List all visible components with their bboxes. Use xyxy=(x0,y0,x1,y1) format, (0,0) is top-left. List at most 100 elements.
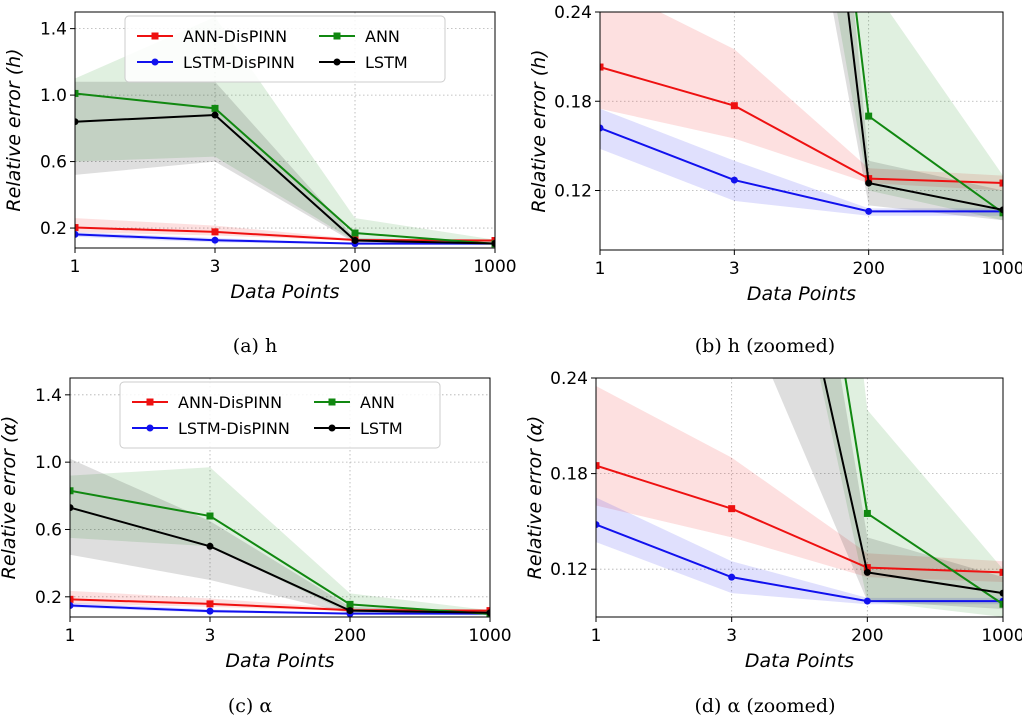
line-lstm xyxy=(70,506,490,614)
legend-label: ANN xyxy=(360,393,395,412)
band-ann xyxy=(819,378,1003,617)
line-ann-dispinn xyxy=(70,598,490,612)
point-ann-200 xyxy=(865,112,873,120)
point-ann-dispinn-200 xyxy=(863,564,871,572)
legend-label: LSTM-DisPINN xyxy=(183,53,295,72)
line-lstm-dispinn xyxy=(600,127,1003,213)
line-lstm-dispinn xyxy=(596,523,1003,603)
point-ann-1000 xyxy=(999,600,1003,608)
band-lstm-dispinn xyxy=(596,497,1003,605)
point-lstm-dispinn-1 xyxy=(75,230,79,238)
point-ann-200 xyxy=(863,509,871,517)
point-ann-dispinn-3 xyxy=(730,102,738,110)
y-tick-label: 0.18 xyxy=(554,92,592,112)
x-tick-label: 200 xyxy=(851,626,883,646)
subfigure-caption: (b) h (zoomed) xyxy=(695,335,835,357)
point-ann-dispinn-1 xyxy=(75,224,79,232)
legend-item-lstm-dispinn: LSTM-DisPINN xyxy=(137,53,295,72)
legend-item-ann-dispinn: ANN-DisPINN xyxy=(137,27,287,46)
point-lstm-3 xyxy=(211,111,219,119)
point-ann-1 xyxy=(75,89,79,97)
x-axis-label: Data Points xyxy=(230,281,339,303)
band-ann-dispinn xyxy=(600,12,1003,191)
legend-marker xyxy=(333,58,341,66)
line-ann-dispinn xyxy=(600,66,1003,185)
y-tick-label: 1.0 xyxy=(35,453,62,473)
line-ann-dispinn xyxy=(596,464,1003,574)
legend-marker xyxy=(146,424,154,432)
point-ann-dispinn-3 xyxy=(206,600,214,608)
legend-marker xyxy=(328,398,336,406)
subfigure-caption: (d) α (zoomed) xyxy=(694,695,835,717)
point-lstm-dispinn-1 xyxy=(596,521,600,529)
band-ann xyxy=(70,467,490,616)
point-ann-3 xyxy=(206,512,214,520)
x-tick-label: 1000 xyxy=(981,626,1022,646)
legend-marker xyxy=(151,32,159,40)
axes-frame xyxy=(595,377,1004,618)
band-lstm xyxy=(75,81,495,245)
x-axis-label: Data Points xyxy=(225,650,334,672)
legend-label: ANN xyxy=(365,27,400,46)
point-ann-3 xyxy=(211,104,219,112)
x-axis-label: Data Points xyxy=(745,650,854,672)
x-axis-label: Data Points xyxy=(747,283,856,305)
line-ann-dispinn xyxy=(75,226,495,242)
subfigure-caption: (a) h xyxy=(233,335,277,357)
band-lstm-dispinn xyxy=(600,108,1003,216)
x-tick-label: 1000 xyxy=(468,626,511,646)
point-lstm-200 xyxy=(346,607,354,615)
line-ann xyxy=(75,92,495,245)
band-ann-dispinn xyxy=(596,385,1003,582)
y-tick-label: 0.6 xyxy=(35,520,62,540)
legend-label: LSTM xyxy=(360,419,403,438)
point-ann-dispinn-1 xyxy=(70,595,74,603)
x-tick-label: 1000 xyxy=(981,259,1022,279)
legend: ANN-DisPINN LSTM-DisPINN ANN LSTM xyxy=(119,381,441,449)
point-lstm-dispinn-200 xyxy=(863,597,871,605)
legend-marker xyxy=(328,424,336,432)
legend-item-lstm: LSTM xyxy=(319,53,408,72)
x-tick-label: 1000 xyxy=(473,257,516,277)
legend-item-ann: ANN xyxy=(319,27,400,46)
point-ann-200 xyxy=(351,229,359,237)
y-axis-label: Relative error (h) xyxy=(528,49,550,212)
line-lstm xyxy=(822,378,1003,595)
band-lstm xyxy=(70,458,490,615)
legend-item-lstm: LSTM xyxy=(314,419,403,438)
y-axis-label: Relative error (α) xyxy=(0,416,20,580)
point-lstm-1 xyxy=(70,504,74,512)
line-lstm xyxy=(75,114,495,245)
legend-label: ANN-DisPINN xyxy=(183,27,287,46)
y-tick-label: 0.2 xyxy=(35,588,62,608)
y-tick-label: 0.12 xyxy=(554,182,592,202)
chart-a: 1 3 200 1000 0.2 0.6 1.0 1.4 Data Points Relative… xyxy=(3,11,517,357)
point-lstm-200 xyxy=(865,179,873,187)
axes-frame xyxy=(69,377,491,618)
y-tick-label: 0.18 xyxy=(550,465,588,485)
legend-item-lstm-dispinn: LSTM-DisPINN xyxy=(132,419,290,438)
legend-item-ann-dispinn: ANN-DisPINN xyxy=(132,393,282,412)
line-ann xyxy=(70,489,490,615)
point-ann-dispinn-1000 xyxy=(999,568,1003,576)
chart-d: 1 3 200 1000 0.12 0.18 0.24 Data Points Relative… xyxy=(524,369,1022,717)
legend-label: LSTM xyxy=(365,53,408,72)
plot-area xyxy=(70,458,490,617)
x-tick-label: 200 xyxy=(852,259,884,279)
point-lstm-1000 xyxy=(486,609,490,617)
y-tick-label: 0.24 xyxy=(554,3,592,23)
point-ann-dispinn-3 xyxy=(728,505,736,513)
point-lstm-1000 xyxy=(491,240,495,248)
legend-marker xyxy=(146,398,154,406)
point-lstm-dispinn-3 xyxy=(211,236,219,244)
y-axis-label: Relative error (α) xyxy=(524,416,546,580)
point-lstm-dispinn-1 xyxy=(70,602,74,610)
line-ann xyxy=(844,378,1003,606)
point-lstm-1 xyxy=(75,118,79,126)
point-lstm-200 xyxy=(863,568,871,576)
x-tick-label: 3 xyxy=(210,257,221,277)
legend-label: LSTM-DisPINN xyxy=(178,419,290,438)
legend-marker xyxy=(151,58,159,66)
x-tick-label: 1 xyxy=(65,626,76,646)
